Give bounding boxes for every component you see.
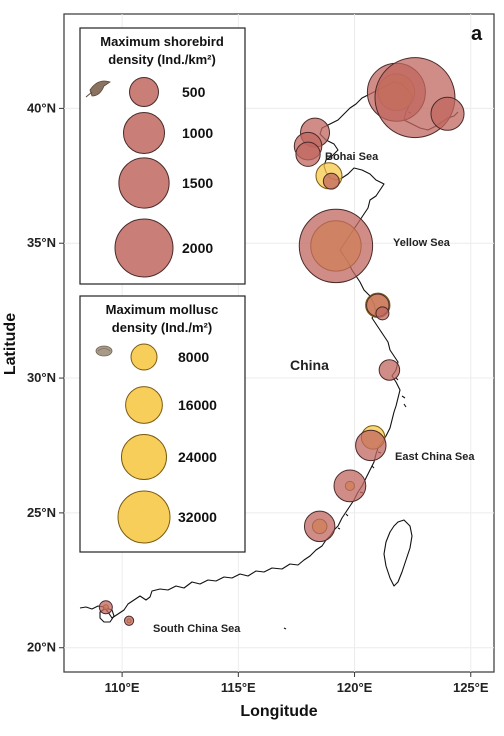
mollusc-legend-value: 8000	[178, 349, 209, 365]
shorebird-legend-value: 2000	[182, 240, 213, 256]
y-tick-label: 35°N	[27, 235, 56, 250]
label-south-china-sea: South China Sea	[153, 623, 241, 635]
shorebird-legend-circle	[118, 157, 170, 209]
shorebird-legend-circle	[122, 111, 166, 155]
shorebird-legend-circle	[129, 77, 159, 107]
x-tick-label: 120°E	[337, 680, 373, 695]
site-16-shorebird-bubble	[303, 510, 336, 543]
shorebird-icon	[85, 80, 111, 98]
y-tick-label: 40°N	[27, 100, 56, 115]
y-tick-label: 20°N	[27, 640, 56, 655]
mollusc-legend: Maximum mollusc density (Ind./m²) 8000 16…	[79, 295, 246, 553]
mollusc-legend-circle	[125, 386, 163, 424]
mollusc-legend-circle	[130, 343, 158, 371]
shorebird-legend-value: 500	[182, 84, 206, 100]
mollusc-legend-circle	[120, 433, 168, 481]
shorebird-legend-title-line2: density (Ind./km²)	[108, 52, 216, 67]
panel-label: a	[471, 23, 483, 45]
mollusc-legend-value: 24000	[178, 449, 217, 465]
mainland-coastline	[79, 81, 459, 619]
site-17-shorebird-bubble	[98, 600, 113, 615]
mollusc-legend-value: 32000	[178, 509, 217, 525]
mollusc-legend-title-line1: Maximum mollusc	[106, 302, 219, 317]
site-14-shorebird-bubble	[355, 429, 387, 462]
site-3-shorebird-bubble	[430, 96, 465, 131]
mollusc-legend-value: 16000	[178, 397, 217, 413]
label-east-china-sea: East China Sea	[395, 451, 475, 463]
mollusc-legend-title-line2: density (Ind./m²)	[112, 320, 212, 335]
x-tick-label: 110°E	[105, 680, 140, 695]
mollusc-legend-circle	[117, 490, 171, 544]
x-tick-label: 125°E	[453, 680, 489, 695]
mollusc-shell-icon	[95, 345, 113, 357]
site-8-shorebird-bubble	[322, 172, 340, 190]
shorebird-legend: Maximum shorebird density (Ind./km²) 500…	[79, 27, 246, 285]
site-11-shorebird-bubble	[375, 306, 390, 321]
shorebird-legend-circle	[114, 218, 174, 278]
shorebird-legend-value: 1500	[182, 175, 213, 191]
site-18-shorebird-bubble	[123, 615, 135, 626]
axis-ticks: 110°E 115°E 120°E 125°E 20°N 25°N 30°N 35°N 40°N	[27, 100, 489, 695]
y-tick-label: 25°N	[27, 505, 56, 520]
site-9-shorebird-bubble	[298, 208, 374, 284]
density-bubbles	[98, 57, 465, 626]
shorebird-legend-value: 1000	[182, 125, 213, 141]
y-axis-title: Latitude	[2, 313, 19, 375]
label-bohai-sea: Bohai Sea	[325, 151, 379, 163]
taiwan-coastline	[383, 519, 413, 587]
x-tick-label: 115°E	[221, 680, 256, 695]
site-12-shorebird-bubble	[378, 359, 401, 381]
site-6-shorebird-bubble	[295, 141, 321, 167]
shorebird-legend-title-line1: Maximum shorebird	[100, 34, 224, 49]
label-yellow-sea: Yellow Sea	[393, 237, 451, 249]
x-axis-title: Longitude	[240, 703, 317, 720]
site-15-shorebird-bubble	[333, 469, 367, 503]
y-tick-label: 30°N	[27, 370, 56, 385]
label-china: China	[290, 357, 329, 373]
